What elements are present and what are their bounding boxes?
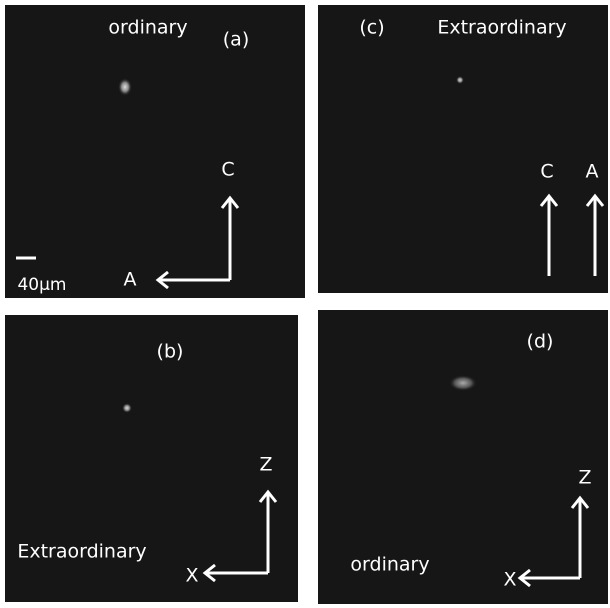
axis-label: X bbox=[185, 565, 198, 587]
panel-a: ordinary (a) C A 40µm bbox=[5, 5, 305, 298]
spot bbox=[456, 76, 464, 84]
panel-b: (b) Extraordinary Z X bbox=[5, 315, 298, 602]
panel-label: (a) bbox=[223, 29, 249, 51]
scale-bar-label: 40µm bbox=[17, 275, 66, 295]
caption: ordinary bbox=[108, 17, 187, 39]
caption: Extraordinary bbox=[437, 17, 566, 39]
panel-c: (c) Extraordinary C A bbox=[318, 5, 608, 293]
panel-label: (c) bbox=[359, 17, 384, 39]
panel-label: (b) bbox=[157, 341, 184, 363]
spot bbox=[449, 375, 477, 391]
spot bbox=[122, 403, 132, 413]
axis-label: X bbox=[503, 569, 516, 591]
panel-background bbox=[5, 5, 305, 298]
axis-label: C bbox=[221, 159, 234, 181]
caption: Extraordinary bbox=[17, 541, 146, 563]
axis-label: A bbox=[586, 161, 599, 183]
figure: ordinary (a) C A 40µm (c) Extraordinary … bbox=[0, 0, 610, 608]
page: {"panels": [ {"label": "(a)", "caption":… bbox=[0, 0, 610, 608]
panel-label: (d) bbox=[527, 331, 554, 353]
caption: ordinary bbox=[350, 554, 429, 576]
axis-label: Z bbox=[259, 454, 272, 476]
spot bbox=[118, 78, 132, 96]
panel-d: (d) ordinary Z X bbox=[318, 310, 608, 604]
axis-label: Z bbox=[578, 467, 591, 489]
panel-background bbox=[318, 5, 608, 293]
axis-label: C bbox=[540, 161, 553, 183]
axis-label: A bbox=[124, 269, 137, 291]
